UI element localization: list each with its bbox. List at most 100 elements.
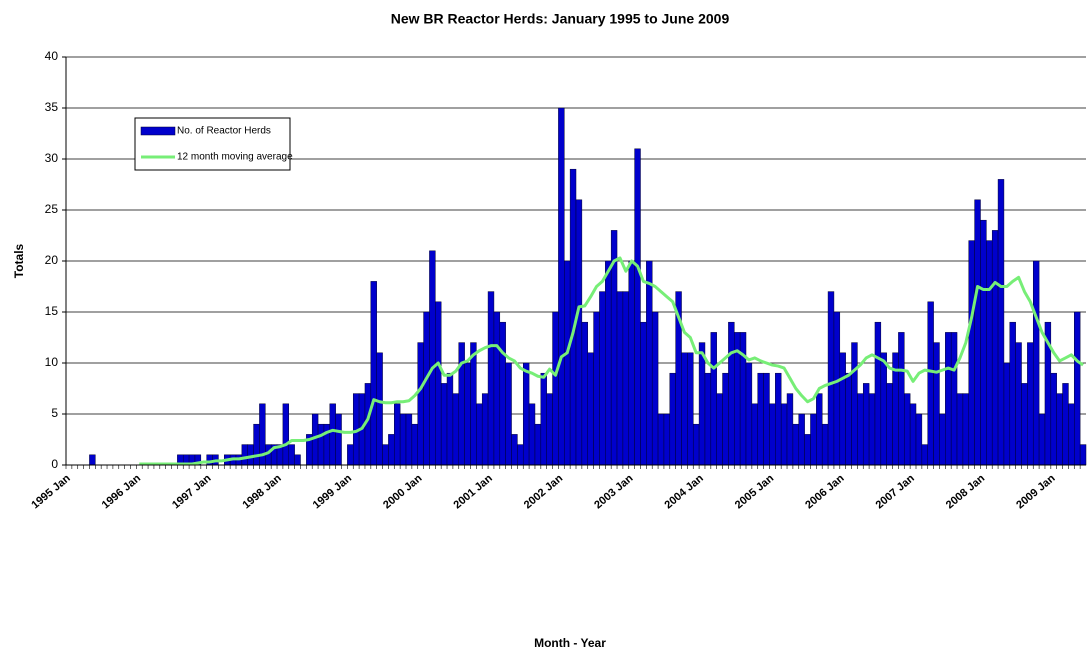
bar	[763, 372, 770, 466]
x-tick-label: 1999 Jan	[311, 472, 355, 511]
bar	[605, 260, 612, 466]
bar	[798, 413, 805, 466]
bar	[241, 444, 248, 466]
y-tick-label: 30	[45, 151, 59, 165]
bar	[247, 444, 254, 466]
x-tick-label: 2004 Jan	[663, 472, 707, 511]
bar	[540, 372, 547, 466]
y-tick-label: 35	[45, 100, 59, 114]
bar	[904, 393, 911, 466]
legend-box	[134, 117, 291, 171]
bar	[898, 332, 905, 466]
bar	[628, 260, 635, 466]
bar	[558, 107, 565, 466]
y-tick-label: 10	[45, 355, 59, 369]
bar	[440, 383, 448, 466]
bar	[950, 332, 958, 466]
bar	[1021, 383, 1028, 466]
x-tick-label: 2009 Jan	[1014, 472, 1058, 511]
bar	[552, 311, 559, 466]
bar	[833, 311, 841, 466]
bar	[722, 372, 729, 466]
bar	[792, 423, 800, 466]
bar	[933, 342, 940, 466]
bar	[534, 423, 542, 466]
bar	[716, 393, 723, 466]
legend-swatch	[140, 126, 176, 136]
bar	[464, 362, 471, 466]
bar	[511, 434, 518, 466]
y-tick-label: 5	[51, 406, 58, 420]
bar	[857, 393, 864, 466]
bar	[546, 393, 553, 466]
bar	[909, 403, 917, 466]
bar	[476, 403, 483, 466]
bar	[886, 383, 893, 466]
bar	[370, 281, 377, 466]
bar	[1003, 362, 1011, 466]
bar	[1032, 260, 1040, 466]
bar	[1009, 321, 1016, 466]
y-tick-label: 25	[45, 202, 59, 216]
bar	[704, 372, 712, 466]
bar	[939, 413, 946, 466]
bar	[974, 199, 981, 466]
bar	[593, 311, 600, 466]
bar	[945, 332, 952, 466]
x-axis-title: Month - Year	[534, 636, 606, 650]
x-tick-label: 2007 Jan	[874, 472, 918, 511]
bar	[423, 311, 430, 466]
bar	[769, 403, 776, 466]
x-tick-label: 2008 Jan	[944, 472, 988, 511]
bar	[481, 393, 489, 466]
bar	[745, 362, 753, 466]
bar	[599, 291, 606, 466]
bar	[997, 179, 1005, 466]
bar	[405, 413, 413, 466]
bar	[698, 342, 706, 466]
bar	[622, 291, 630, 466]
y-tick-label: 40	[45, 49, 59, 63]
bar	[1038, 413, 1046, 466]
bar	[505, 362, 512, 466]
bar	[1068, 403, 1075, 466]
bar	[751, 403, 758, 466]
bar	[1027, 342, 1034, 466]
bar	[347, 444, 354, 466]
bar	[692, 423, 700, 466]
bar	[868, 393, 876, 466]
bar	[816, 393, 823, 466]
bar	[810, 413, 817, 466]
bar	[839, 352, 846, 466]
bar	[880, 352, 887, 466]
bar	[294, 454, 301, 466]
bar	[640, 321, 647, 466]
bar	[786, 393, 794, 466]
bar	[587, 352, 594, 466]
x-tick-label: 2002 Jan	[522, 472, 566, 511]
bar	[1056, 393, 1063, 466]
bar	[1050, 372, 1057, 466]
bar	[564, 260, 571, 466]
bar	[253, 423, 260, 466]
bar	[317, 423, 325, 466]
bar	[470, 342, 477, 466]
bar	[921, 444, 928, 466]
bar	[376, 352, 383, 466]
bar	[388, 434, 395, 466]
x-tick-label: 2001 Jan	[451, 472, 495, 511]
bar	[874, 321, 882, 466]
bar	[757, 372, 764, 466]
bar	[487, 291, 495, 466]
bar	[862, 383, 870, 466]
bar	[710, 332, 717, 466]
y-tick-label: 0	[51, 457, 58, 471]
bar	[980, 219, 987, 466]
x-tick-label: 2003 Jan	[592, 472, 636, 511]
bar	[651, 311, 659, 466]
bar	[728, 321, 735, 466]
bar	[968, 240, 975, 466]
bar	[1062, 383, 1069, 466]
x-tick-label: 1996 Jan	[100, 472, 144, 511]
bar	[775, 372, 782, 466]
